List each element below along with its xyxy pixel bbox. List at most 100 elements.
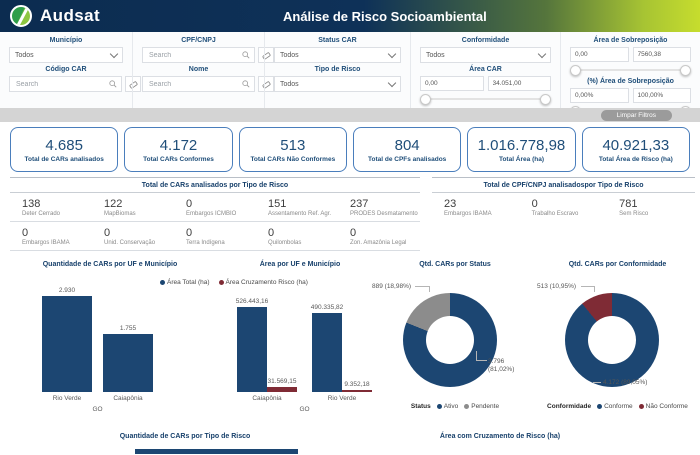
metric-label: Assentamento Ref. Agr. [268,211,332,217]
metric-label: Trabalho Escravo [531,211,579,217]
slice-callout: 4.172 (89,05%) [603,379,647,387]
filter-col-1: Município Todos Código CAR [0,32,141,108]
chart-title: Quantidade de CARs por UF e Município [42,261,178,268]
bar-Rio Verde-Área Total (ha)[interactable] [312,313,342,392]
legend-title: Status [410,403,431,410]
conformidade-value: Todos [426,51,445,59]
conformidade-select[interactable]: Todos [420,47,551,63]
pct-area-sobreposicao-max-input[interactable] [632,88,691,103]
legend-label: Área Cruzamento Risco (ha) [225,279,308,286]
chart-cars-by-conformidade: Qtd. CARs por Conformidade 4.172 (89,05%)… [535,255,700,423]
partial-horizontal-bar[interactable] [135,449,298,454]
metric-value: 0 [268,227,275,239]
header: Audsat Análise de Risco Socioambiental [0,0,700,32]
metric-label: Deter Cerrado [22,211,61,217]
metric-cell: 0 Zon. Amazônia Legal [338,227,420,246]
kpi-card: 4.685 Total de CARs analisados [10,127,119,172]
bar-Caiapônia[interactable] [103,334,153,392]
chevron-down-icon [387,78,397,87]
callout-line-text: 3.796 [488,358,505,365]
kpi-label: Total CARs Não Conformes [250,155,336,163]
area-sobreposicao-min-input[interactable] [570,47,629,62]
chart-area-by-municipio: Área por UF e Município 526.443,16 31.569,… [205,255,395,423]
pct-area-sobreposicao-label: (%) Área de Sobreposição [587,78,674,85]
kpi-label: Total de CARs analisados [24,155,104,163]
metric-label: Embargos IBAMA [444,211,492,217]
callout-connector-line [476,351,487,361]
area-car-max-input[interactable] [487,76,551,91]
eraser-icon [128,80,138,89]
bar-Caiapônia-Área Cruzamento Risco (ha)[interactable] [267,387,297,392]
filter-col-5: Área de Sobreposição (%) Área de Sobrepo… [560,32,700,117]
bar-value-label: 2.930 [58,287,76,294]
legend-dot-icon [436,404,442,409]
legend-dot-icon [638,404,644,409]
cpf-cnpj-search[interactable] [142,47,255,63]
callout-line-text: 513 (10,95%) [537,283,577,290]
audsat-logo-icon [10,5,32,27]
metric-label: Zon. Amazônia Legal [350,240,407,246]
clear-field-button[interactable] [258,47,274,63]
donut-status[interactable] [403,293,497,387]
table-title: Total de CPF/CNPJ analisadospor Tipo de … [432,177,695,193]
slider-handle-min[interactable] [420,94,431,105]
metric-value: 237 [350,198,369,210]
kpi-label: Total de CPFs analisados [368,155,447,163]
donut-conformidade[interactable] [565,293,659,387]
chart-legend: Conformidade Conforme Não Conforme [535,403,700,410]
bar-Rio Verde-Área Cruzamento Risco (ha)[interactable] [342,390,372,392]
nome-input[interactable] [147,79,242,89]
metric-value: 0 [22,227,29,239]
area-car-min-input[interactable] [420,76,484,91]
metric-label: Embargos IBAMA [22,240,70,246]
legend-item: Área Total (ha) [160,279,210,286]
status-car-value: Todos [280,51,299,59]
chart-title: Área por UF e Município [259,261,341,268]
area-car-slider [420,93,551,105]
bar-Caiapônia-Área Total (ha)[interactable] [237,307,267,392]
area-sobreposicao-max-input[interactable] [632,47,691,62]
slider-handle-max[interactable] [680,65,691,76]
bottom-left-chart-title: Quantidade de CARs por Tipo de Risco [119,433,251,440]
clear-field-button[interactable] [125,76,141,92]
legend-label: Área Total (ha) [167,279,210,286]
legend-item: Conforme [597,403,633,410]
status-car-select[interactable]: Todos [274,47,401,63]
area-sobreposicao-label: Área de Sobreposição [593,37,668,44]
bar-chart-legend: Área Total (ha) Área Cruzamento Risco (ha… [160,279,308,286]
kpi-card: 804 Total de CPFs analisados [352,127,462,172]
metric-value: 781 [619,198,638,210]
municipio-select[interactable]: Todos [9,47,123,63]
bar-value-label: 526.443,16 [235,298,269,305]
metric-label: PRODES Desmatamento [350,211,418,217]
callout-line-text: (81,02%) [488,366,515,373]
metric-value: 0 [186,227,193,239]
slider-track [572,69,689,71]
clear-filters-strip: Limpar Filtros [0,108,700,122]
slice-callout: 513 (10,95%) [537,283,576,291]
metric-cell: 138 Deter Cerrado [10,198,92,217]
cpf-cnpj-input[interactable] [147,50,242,60]
cars-risk-table: Total de CARs analisados por Tipo de Ris… [10,177,420,251]
codigo-car-input[interactable] [14,79,109,89]
nome-search[interactable] [142,76,255,92]
pct-area-sobreposicao-min-input[interactable] [570,88,629,103]
callout-connector-line [581,286,595,292]
bar-Rio Verde[interactable] [42,296,92,392]
kpi-label: Total CARs Conformes [143,155,214,163]
clear-filters-button[interactable]: Limpar Filtros [600,109,672,121]
tipo-risco-select[interactable]: Todos [274,76,401,92]
axis-group-label: GO [92,406,103,413]
slider-handle-min[interactable] [570,65,581,76]
area-sobreposicao-slider [570,64,691,76]
axis-category-label: Rio Verde [327,395,357,402]
chevron-down-icon [537,49,547,58]
legend-dot-icon [160,280,165,285]
metric-label: Sem Risco [619,211,649,217]
kpi-value: 513 [280,136,306,154]
codigo-car-search[interactable] [9,76,122,92]
slider-handle-max[interactable] [540,94,551,105]
donut-hole [588,316,636,364]
callout-line-text: 889 (18,98%) [372,283,412,290]
legend-dot-icon [464,404,470,409]
